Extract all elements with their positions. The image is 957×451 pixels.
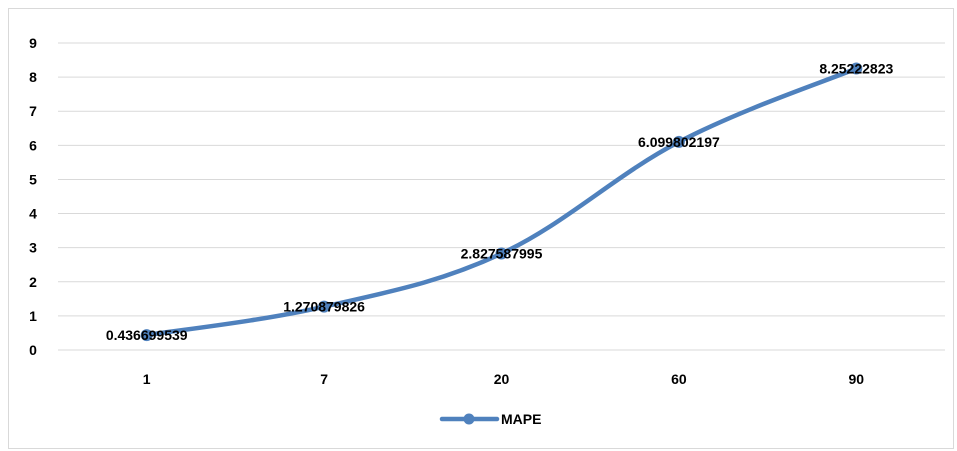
data-point-1 — [140, 329, 153, 342]
data-labels: 0.436699539 1.270879826 2.827587995 6.09980… — [106, 61, 894, 344]
x-tick-label-90: 90 — [849, 371, 865, 387]
data-label-7: 1.270879826 — [283, 299, 365, 315]
y-tick-label-6: 6 — [29, 137, 37, 153]
x-tick-label-1: 1 — [143, 371, 151, 387]
y-tick-label-2: 2 — [29, 274, 37, 290]
chart-frame — [8, 8, 954, 449]
series-line-mape — [144, 66, 859, 338]
data-label-20: 2.827587995 — [461, 246, 543, 262]
y-tick-label-9: 9 — [29, 35, 37, 51]
data-point-60 — [672, 135, 685, 148]
y-tick-label-1: 1 — [29, 308, 37, 324]
gridlines — [58, 42, 945, 351]
legend: MAPE — [439, 411, 541, 427]
y-tick-label-5: 5 — [29, 171, 37, 187]
data-point-90 — [850, 62, 863, 75]
y-tick-label-8: 8 — [29, 69, 37, 85]
x-tick-label-7: 7 — [320, 371, 328, 387]
data-point-20 — [495, 247, 508, 260]
legend-label-mape: MAPE — [501, 411, 541, 427]
data-label-1: 0.436699539 — [106, 327, 188, 343]
legend-swatch-marker — [463, 413, 475, 425]
y-tick-label-7: 7 — [29, 103, 37, 119]
y-axis-ticks: 0 1 2 3 4 5 6 7 8 9 — [29, 35, 37, 358]
series-mape — [140, 62, 863, 342]
data-label-90: 8.25222823 — [819, 61, 893, 77]
x-tick-label-20: 20 — [494, 371, 510, 387]
data-label-60: 6.099802197 — [638, 134, 720, 150]
y-tick-label-3: 3 — [29, 240, 37, 256]
y-tick-label-0: 0 — [29, 342, 37, 358]
x-tick-label-60: 60 — [671, 371, 687, 387]
data-point-7 — [318, 300, 331, 313]
x-axis-ticks: 1 7 20 60 90 — [143, 371, 864, 387]
y-tick-label-4: 4 — [29, 206, 37, 222]
